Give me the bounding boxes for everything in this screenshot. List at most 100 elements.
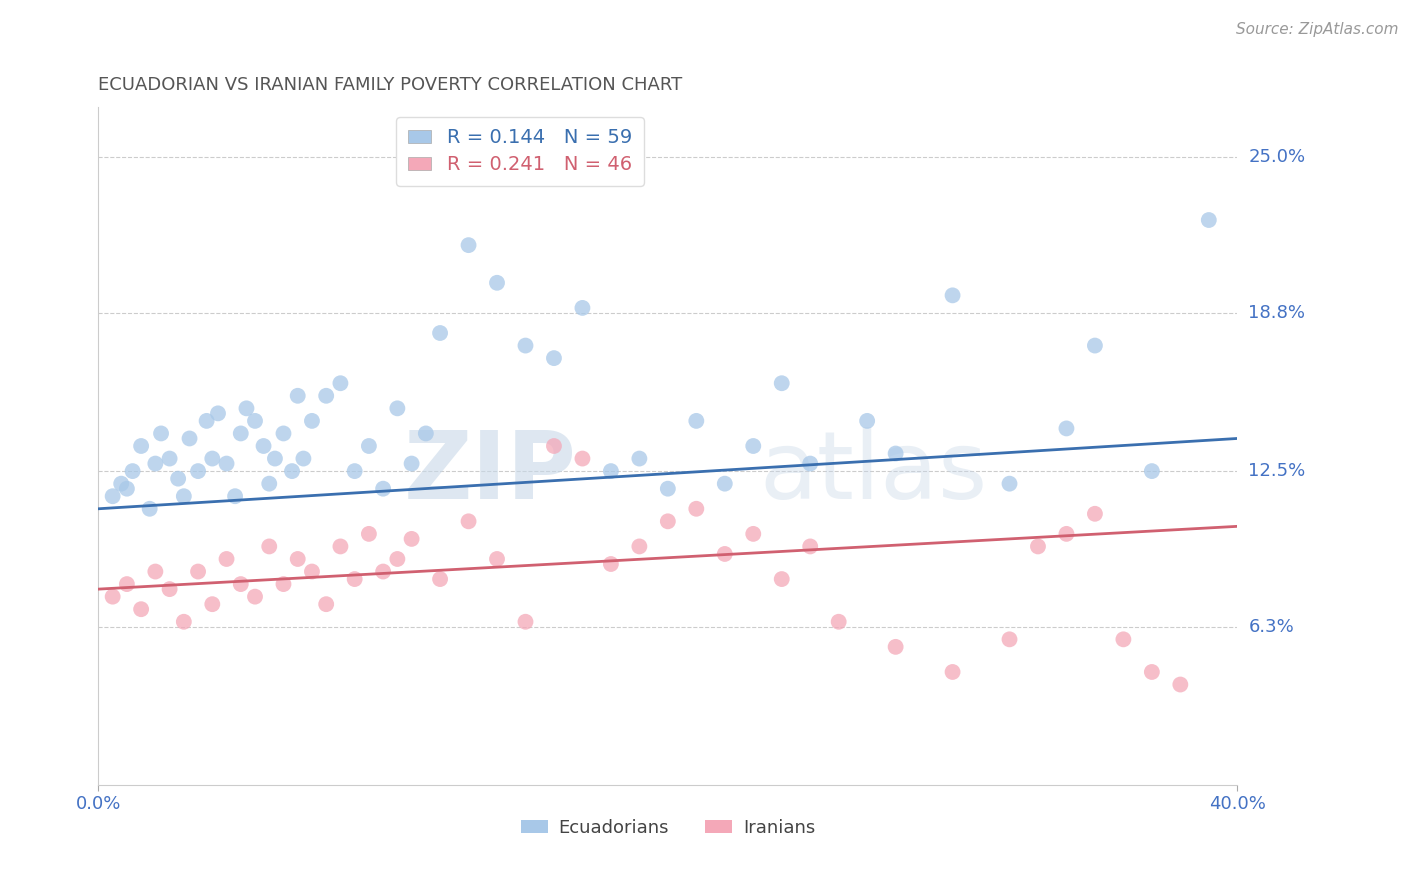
Point	[387, 552, 409, 566]
Point	[201, 451, 224, 466]
Point	[657, 514, 679, 528]
Point	[273, 426, 295, 441]
Point	[235, 401, 257, 416]
Point	[1140, 665, 1163, 679]
Point	[201, 597, 224, 611]
Point	[998, 632, 1021, 647]
Point	[207, 406, 229, 420]
Point	[343, 464, 366, 478]
Point	[215, 457, 238, 471]
Point	[115, 577, 138, 591]
Legend: Ecuadorians, Iranians: Ecuadorians, Iranians	[513, 812, 823, 844]
Point	[229, 577, 252, 591]
Point	[856, 414, 879, 428]
Point	[252, 439, 274, 453]
Point	[1056, 421, 1078, 435]
Point	[101, 489, 124, 503]
Point	[101, 590, 124, 604]
Point	[315, 389, 337, 403]
Point	[145, 565, 167, 579]
Point	[685, 501, 707, 516]
Text: 18.8%: 18.8%	[1249, 304, 1305, 322]
Point	[150, 426, 173, 441]
Point	[329, 540, 352, 554]
Point	[187, 464, 209, 478]
Point	[259, 476, 281, 491]
Point	[115, 482, 138, 496]
Point	[1112, 632, 1135, 647]
Point	[628, 540, 651, 554]
Point	[770, 572, 793, 586]
Point	[828, 615, 851, 629]
Point	[1026, 540, 1049, 554]
Point	[110, 476, 132, 491]
Point	[884, 640, 907, 654]
Point	[600, 464, 623, 478]
Point	[571, 301, 593, 315]
Point	[401, 457, 423, 471]
Point	[429, 572, 451, 586]
Point	[243, 414, 266, 428]
Point	[1198, 213, 1220, 227]
Point	[301, 414, 323, 428]
Point	[799, 540, 821, 554]
Text: Source: ZipAtlas.com: Source: ZipAtlas.com	[1236, 22, 1399, 37]
Point	[287, 389, 309, 403]
Point	[264, 451, 287, 466]
Point	[167, 472, 190, 486]
Point	[387, 401, 409, 416]
Point	[543, 439, 565, 453]
Point	[457, 514, 479, 528]
Point	[138, 501, 160, 516]
Point	[770, 376, 793, 391]
Point	[215, 552, 238, 566]
Point	[799, 457, 821, 471]
Point	[600, 557, 623, 571]
Point	[657, 482, 679, 496]
Point	[942, 288, 965, 302]
Point	[159, 451, 181, 466]
Text: ZIP: ZIP	[404, 427, 576, 519]
Point	[287, 552, 309, 566]
Text: ECUADORIAN VS IRANIAN FAMILY POVERTY CORRELATION CHART: ECUADORIAN VS IRANIAN FAMILY POVERTY COR…	[98, 77, 683, 95]
Point	[259, 540, 281, 554]
Point	[415, 426, 437, 441]
Point	[515, 338, 537, 352]
Point	[187, 565, 209, 579]
Point	[129, 439, 152, 453]
Text: 6.3%: 6.3%	[1249, 618, 1294, 636]
Point	[998, 476, 1021, 491]
Point	[457, 238, 479, 252]
Point	[343, 572, 366, 586]
Point	[145, 457, 167, 471]
Point	[486, 552, 509, 566]
Point	[315, 597, 337, 611]
Point	[121, 464, 143, 478]
Point	[195, 414, 218, 428]
Point	[273, 577, 295, 591]
Point	[371, 482, 394, 496]
Point	[486, 276, 509, 290]
Point	[329, 376, 352, 391]
Point	[628, 451, 651, 466]
Point	[1056, 527, 1078, 541]
Point	[173, 615, 195, 629]
Point	[179, 432, 201, 446]
Point	[301, 565, 323, 579]
Point	[173, 489, 195, 503]
Point	[884, 446, 907, 460]
Point	[543, 351, 565, 365]
Point	[742, 527, 765, 541]
Text: 12.5%: 12.5%	[1249, 462, 1306, 480]
Point	[685, 414, 707, 428]
Point	[129, 602, 152, 616]
Point	[357, 439, 380, 453]
Point	[1084, 507, 1107, 521]
Point	[159, 582, 181, 596]
Point	[357, 527, 380, 541]
Point	[401, 532, 423, 546]
Point	[371, 565, 394, 579]
Point	[571, 451, 593, 466]
Point	[714, 547, 737, 561]
Point	[224, 489, 246, 503]
